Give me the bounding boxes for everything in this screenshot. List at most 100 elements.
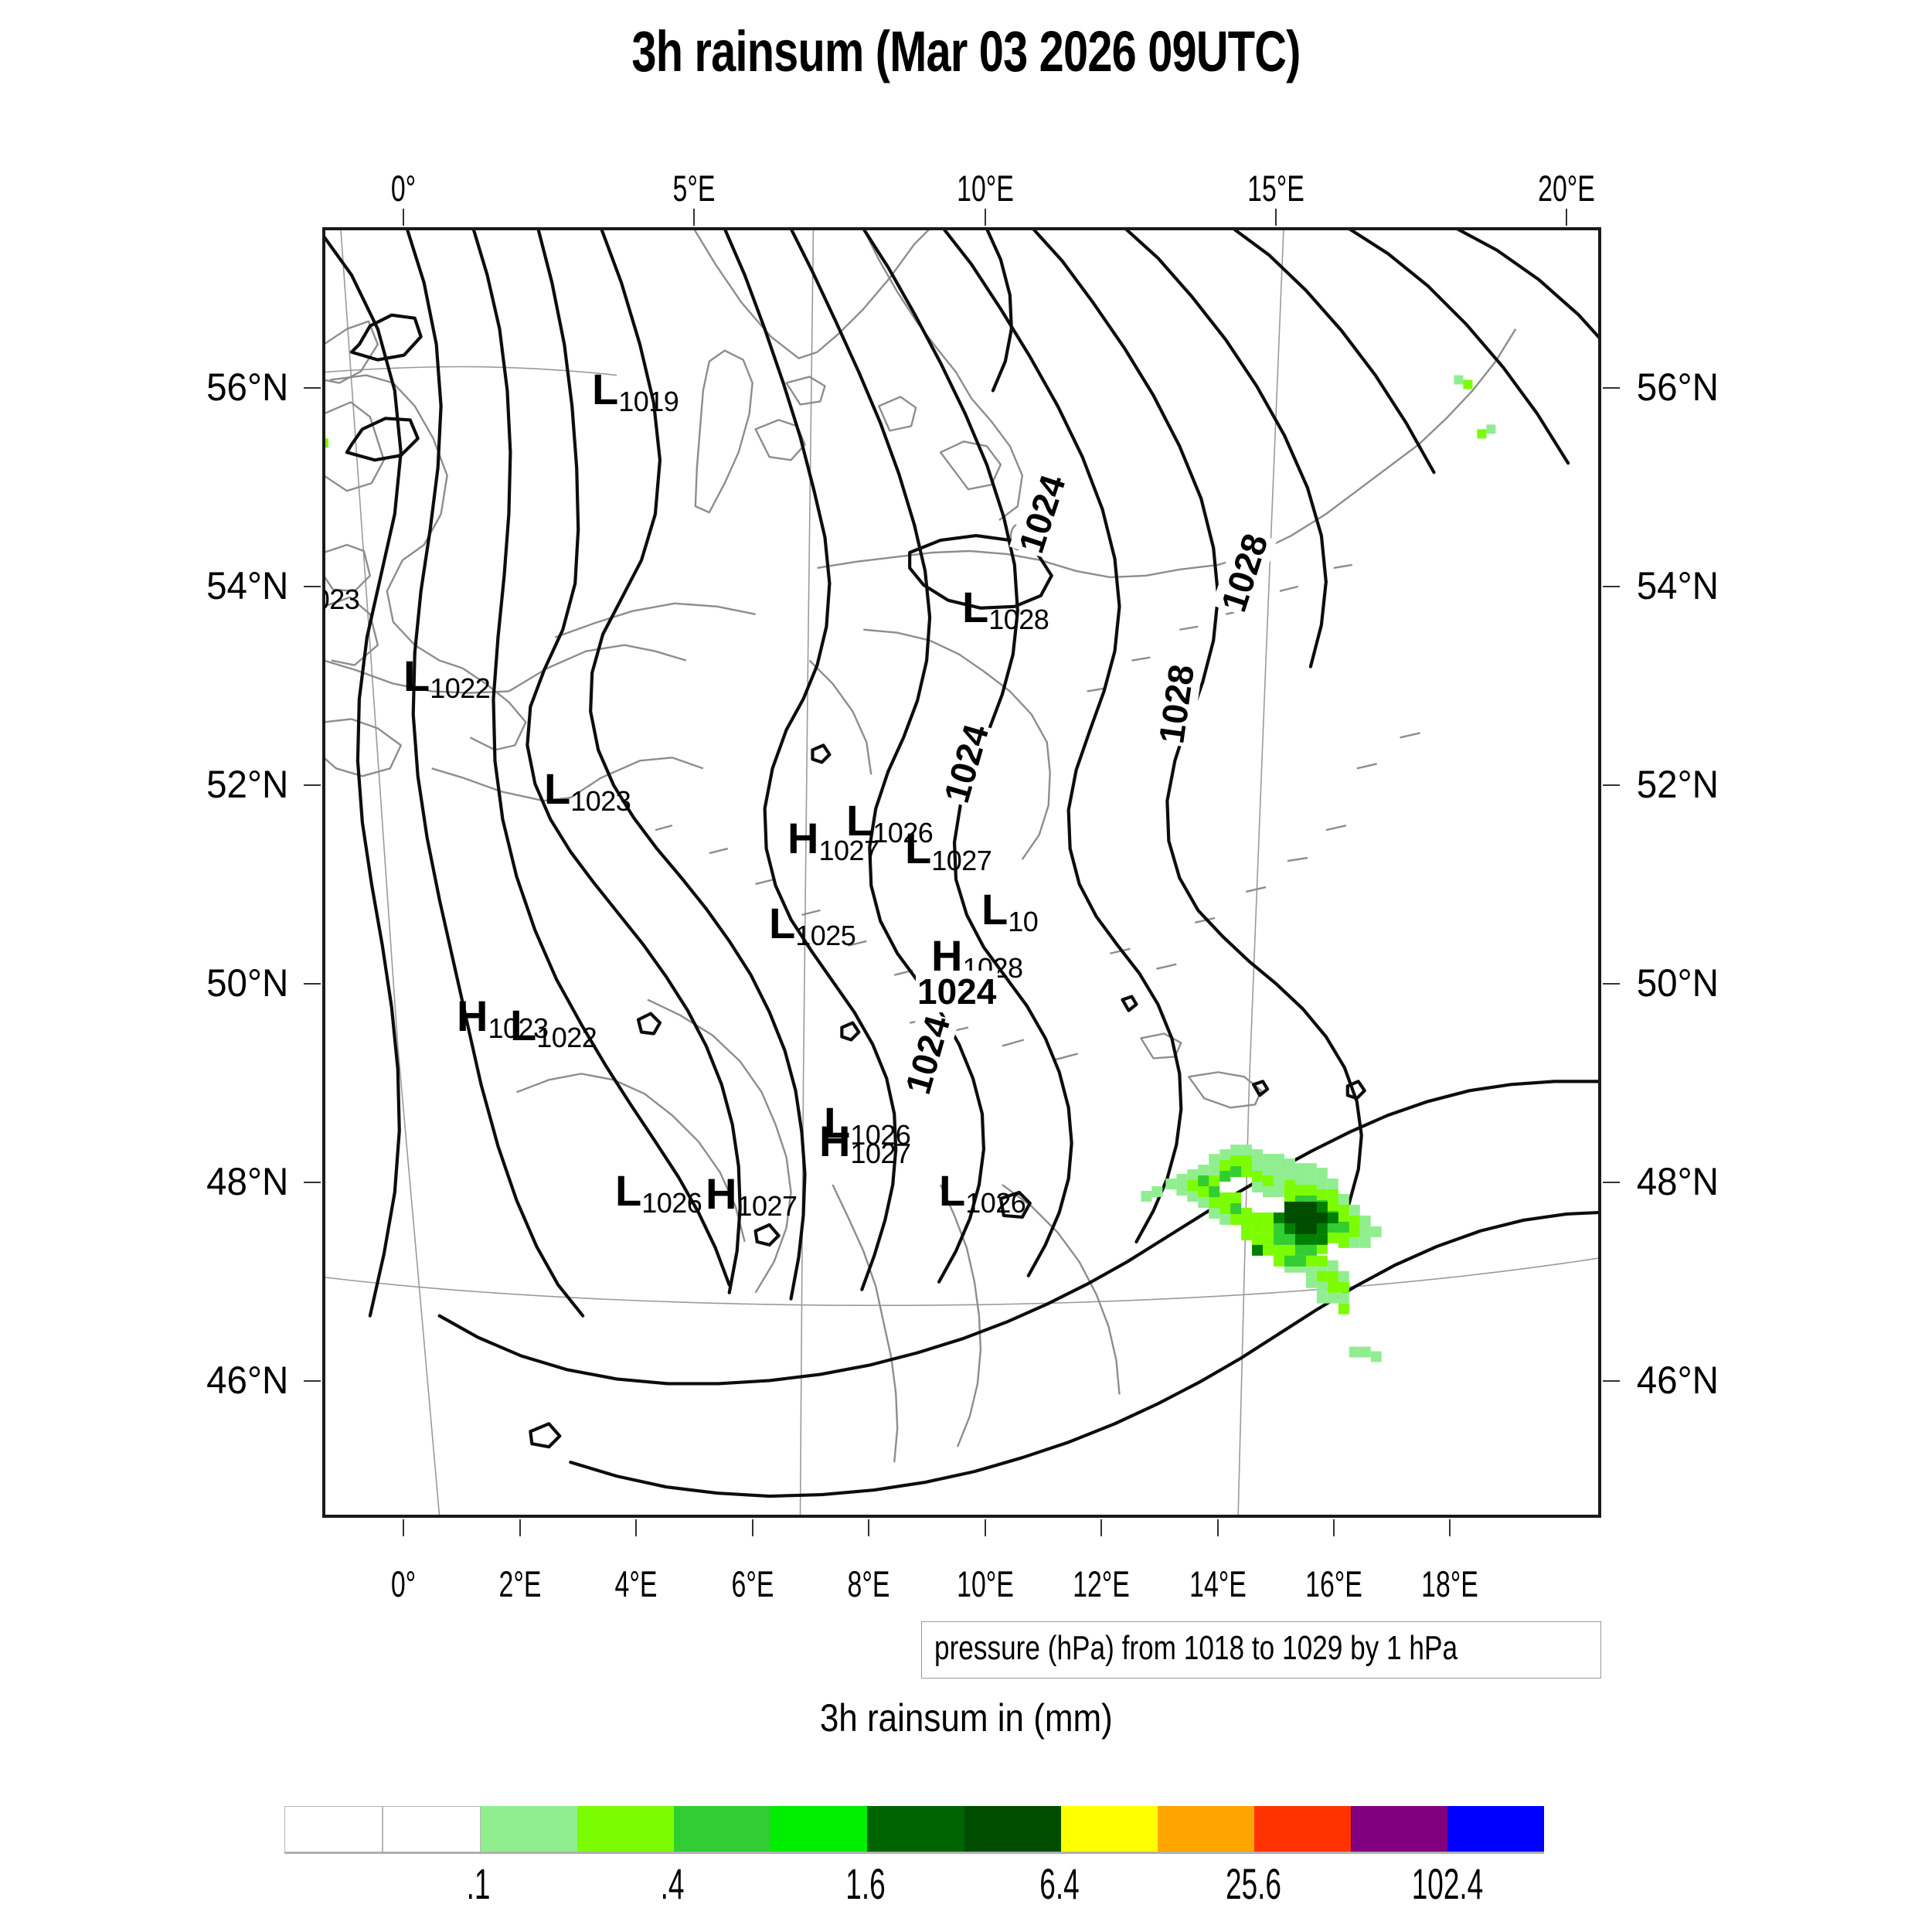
left-lat-label: 48°N <box>206 1159 289 1203</box>
pressure-marker: L1022 <box>403 651 491 704</box>
colorbar-swatch[interactable] <box>481 1806 578 1852</box>
colorbar-swatch[interactable] <box>1253 1806 1351 1852</box>
tick-left-lat <box>304 586 321 588</box>
tick-top-lon <box>1565 209 1567 226</box>
colorbar[interactable] <box>284 1806 1545 1854</box>
pressure-marker: L1019 <box>592 365 679 417</box>
pressure-marker: H1027 <box>819 1117 911 1169</box>
bottom-lon-label: 0° <box>391 1563 417 1604</box>
bottom-lon-label: 6°E <box>731 1563 774 1604</box>
right-lat-label: 48°N <box>1636 1159 1719 1203</box>
pressure-marker: L1026 <box>615 1166 702 1219</box>
tick-left-lat <box>304 784 321 786</box>
colorbar-tick-label: .1 <box>466 1859 491 1908</box>
bottom-lon-label: 12°E <box>1073 1563 1130 1604</box>
right-lat-label: 50°N <box>1636 961 1719 1005</box>
pressure-marker: L1023 <box>544 764 631 817</box>
page-title: 3h rainsum (Mar 03 2026 09UTC) <box>631 19 1301 83</box>
colorbar-tick-label: 102.4 <box>1411 1859 1483 1908</box>
pressure-marker: H1023 <box>457 992 549 1044</box>
colorbar-swatch[interactable] <box>674 1806 771 1852</box>
colorbar-swatch[interactable] <box>577 1806 675 1852</box>
pressure-marker: H1025 <box>324 440 325 488</box>
tick-top-lon <box>693 209 696 226</box>
right-lat-label: 46°N <box>1636 1358 1719 1402</box>
colorbar-swatch[interactable] <box>867 1806 964 1852</box>
graticule <box>324 229 1600 1516</box>
precipitation-field <box>324 375 1496 1362</box>
colorbar-swatch[interactable] <box>1350 1806 1447 1852</box>
tick-bottom-lon <box>751 1519 753 1536</box>
top-lon-label: 0° <box>391 168 417 209</box>
left-lat-label: 46°N <box>206 1358 289 1402</box>
colorbar-title: 3h rainsum in (mm) <box>819 1696 1113 1740</box>
pressure-marker: L1026 <box>939 1166 1026 1219</box>
pressure-marker: H1027 <box>787 814 879 866</box>
tick-bottom-lon <box>868 1519 870 1536</box>
top-lon-label: 15°E <box>1247 168 1304 209</box>
colorbar-swatch[interactable] <box>770 1806 868 1852</box>
top-lon-label: 10°E <box>956 168 1014 209</box>
bottom-lon-label: 14°E <box>1189 1563 1247 1604</box>
right-lat-label: 54°N <box>1636 564 1719 608</box>
tick-top-lon <box>1274 209 1277 226</box>
map-graphics <box>324 229 1600 1516</box>
tick-left-lat <box>304 1379 321 1382</box>
tick-bottom-lon <box>1216 1519 1219 1536</box>
top-lon-label: 5°E <box>672 168 716 209</box>
pressure-contours <box>324 229 1600 1498</box>
tick-left-lat <box>304 387 321 389</box>
pressure-marker: L1027 <box>905 824 992 876</box>
tick-bottom-lon <box>403 1519 405 1536</box>
pressure-legend-box: pressure (hPa) from 1018 to 1029 by 1 hP… <box>921 1621 1602 1679</box>
pressure-marker: H1027 <box>706 1169 798 1222</box>
left-lat-label: 56°N <box>206 366 289 410</box>
colorbar-swatch[interactable] <box>284 1806 383 1852</box>
precip-core <box>1284 1201 1328 1234</box>
bottom-lon-label: 10°E <box>956 1563 1014 1604</box>
bottom-lon-label: 18°E <box>1421 1563 1479 1604</box>
bottom-lon-label: 8°E <box>847 1563 890 1604</box>
colorbar-tick-label: 1.6 <box>845 1859 886 1908</box>
colorbar-swatch[interactable] <box>1447 1806 1545 1852</box>
tick-bottom-lon <box>1449 1519 1451 1536</box>
tick-right-lat <box>1603 1181 1620 1183</box>
right-lat-label: 56°N <box>1636 366 1719 410</box>
tick-left-lat <box>304 1181 321 1183</box>
colorbar-swatch[interactable] <box>964 1806 1061 1852</box>
tick-top-lon <box>984 209 986 226</box>
tick-right-lat <box>1603 1379 1620 1382</box>
tick-top-lon <box>403 209 405 226</box>
tick-bottom-lon <box>1332 1519 1335 1536</box>
coastlines <box>324 229 1517 1463</box>
pressure-marker: L1023 <box>324 583 360 615</box>
colorbar-swatch[interactable] <box>383 1806 481 1852</box>
tick-right-lat <box>1603 784 1620 786</box>
colorbar-tick-label: 6.4 <box>1039 1859 1080 1908</box>
pressure-marker: L1028 <box>962 583 1049 635</box>
top-lon-label: 20°E <box>1537 168 1595 209</box>
colorbar-tick-label: 25.6 <box>1225 1859 1281 1908</box>
pressure-marker: L10 <box>981 885 1039 937</box>
map-canvas[interactable]: L1023 H1025 L1023 L1023 L1019 L1022 L102… <box>322 227 1601 1518</box>
left-lat-label: 52°N <box>206 762 289 806</box>
colorbar-labels: .1 .4 1.6 6.4 25.6 102.4 <box>284 1859 1544 1928</box>
pressure-marker: L1025 <box>769 899 856 951</box>
tick-right-lat <box>1603 586 1620 588</box>
contour-label: 1024 <box>916 971 998 1012</box>
colorbar-swatch[interactable] <box>1060 1806 1158 1852</box>
pressure-legend-text: pressure (hPa) from 1018 to 1029 by 1 hP… <box>934 1629 1458 1667</box>
tick-right-lat <box>1603 387 1620 389</box>
tick-right-lat <box>1603 982 1620 985</box>
pressure-marker: L1026 <box>824 1098 911 1151</box>
pressure-marker: L1022 <box>510 1001 597 1053</box>
right-lat-label: 52°N <box>1636 762 1719 806</box>
tick-bottom-lon <box>984 1519 986 1536</box>
tick-left-lat <box>304 982 321 985</box>
bottom-lon-label: 16°E <box>1305 1563 1362 1604</box>
tick-bottom-lon <box>635 1519 638 1536</box>
colorbar-swatch[interactable] <box>1157 1806 1254 1852</box>
pressure-marker: L1026 <box>846 796 934 849</box>
tick-bottom-lon <box>519 1519 521 1536</box>
left-lat-label: 54°N <box>206 564 289 608</box>
